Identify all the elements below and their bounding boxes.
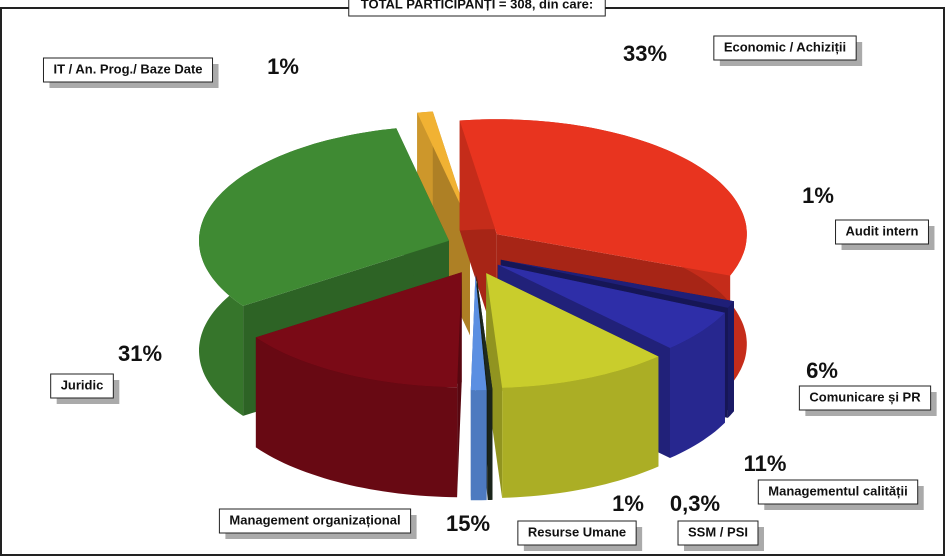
value-label: 31%	[118, 341, 162, 366]
value-label: 0,3%	[670, 491, 720, 516]
label-box	[835, 219, 929, 245]
chart-title: TOTAL PARTICIPANȚI = 308, din care:	[361, 0, 593, 11]
label-box	[42, 57, 214, 83]
label-box	[713, 35, 857, 61]
category-label: Managementul calității	[768, 483, 907, 498]
category-label: Management organizațional	[229, 512, 400, 527]
slice	[486, 273, 659, 498]
slice-side	[727, 301, 734, 418]
value-label: 33%	[623, 41, 667, 66]
label-box	[798, 385, 932, 411]
slice	[486, 273, 659, 388]
slice-side	[487, 389, 493, 500]
value-label: 1%	[802, 183, 834, 208]
category-label: Audit intern	[846, 223, 919, 238]
label-box	[517, 520, 637, 546]
slice	[199, 128, 449, 306]
pie	[199, 111, 747, 501]
slice	[500, 259, 734, 308]
value-label: 1%	[612, 491, 644, 516]
slice	[417, 111, 470, 226]
slice-wall	[486, 273, 503, 498]
category-label: Juridic	[61, 377, 104, 392]
slice	[470, 275, 487, 391]
category-label: Comunicare și PR	[809, 389, 921, 404]
title-box	[348, 0, 606, 17]
slice-side	[502, 356, 659, 498]
slice	[255, 272, 462, 498]
label-box	[757, 479, 919, 505]
slice	[459, 119, 747, 276]
value-label: 15%	[446, 511, 490, 536]
value-label: 6%	[806, 358, 838, 383]
labels: Economic / Achiziții 33% Audit intern 1% Com…	[42, 35, 937, 551]
slice-side	[255, 337, 458, 498]
slice-side	[470, 390, 487, 501]
category-label: SSM / PSI	[688, 524, 748, 539]
value-label: 11%	[744, 451, 787, 476]
slice-side	[670, 312, 725, 458]
slice	[497, 264, 725, 348]
label-box	[218, 508, 412, 534]
label-box	[50, 373, 114, 399]
value-label: 1%	[267, 54, 299, 79]
slice	[255, 272, 462, 388]
category-label: IT / An. Prog./ Baze Date	[53, 61, 202, 76]
slice	[470, 275, 487, 501]
slice	[476, 275, 493, 390]
label-box	[677, 520, 759, 546]
category-label: Economic / Achiziții	[724, 39, 846, 54]
category-label: Resurse Umane	[528, 524, 626, 539]
